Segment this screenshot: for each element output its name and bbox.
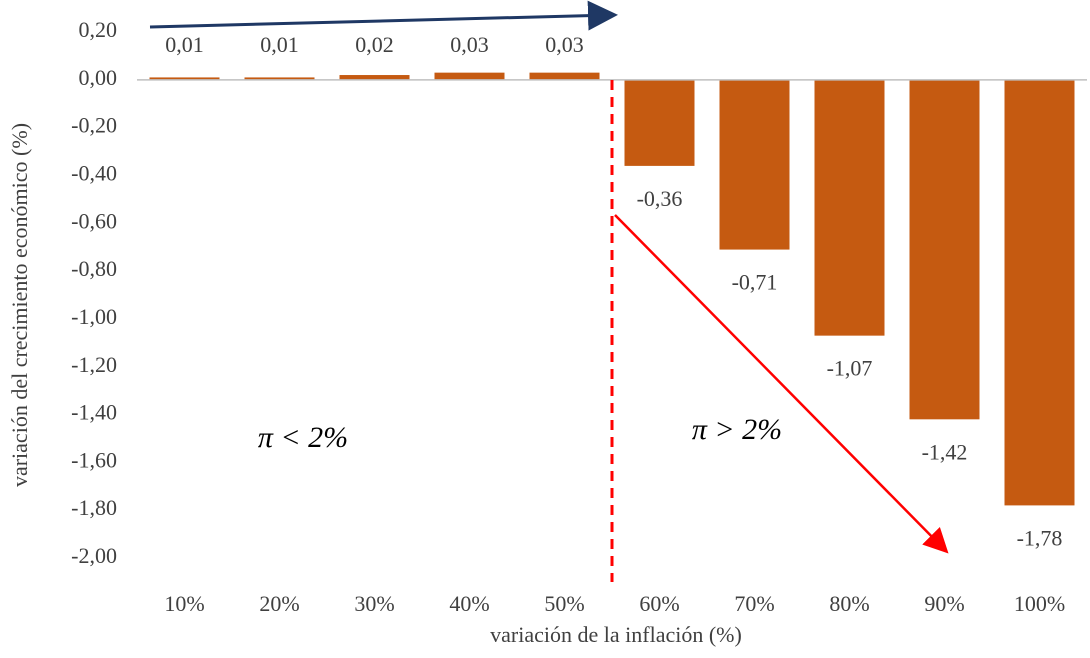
x-tick-label: 90%: [924, 591, 964, 616]
x-tick-label: 100%: [1014, 591, 1065, 616]
y-tick-label: 0,00: [79, 65, 118, 90]
data-label: 0,01: [260, 32, 299, 57]
annotation: π > 2%: [692, 413, 782, 446]
y-axis-label: variación del crecimiento económico (%): [7, 123, 32, 487]
y-tick-label: -1,20: [71, 352, 117, 377]
data-label: -1,07: [827, 356, 873, 381]
trend-arrow: [614, 214, 949, 554]
x-tick-label: 80%: [829, 591, 869, 616]
data-label: 0,03: [450, 32, 489, 57]
y-tick-label: -1,60: [71, 447, 117, 472]
bar: [434, 72, 505, 80]
bar: [1004, 79, 1075, 506]
x-tick-label: 60%: [639, 591, 679, 616]
y-tick-label: 0,20: [79, 17, 118, 42]
bar: [909, 79, 980, 420]
x-tick-label: 70%: [734, 591, 774, 616]
x-tick-label: 50%: [544, 591, 584, 616]
y-tick-label: -2,00: [71, 543, 117, 568]
y-tick-label: -0,40: [71, 161, 117, 186]
y-tick-label: -1,40: [71, 400, 117, 425]
annotation: π < 2%: [258, 421, 348, 454]
data-label: 0,01: [165, 32, 204, 57]
bar: [719, 79, 790, 250]
trend-arrow: [149, 0, 618, 31]
x-tick-label: 30%: [354, 591, 394, 616]
bar: [244, 77, 315, 80]
y-tick-label: -0,60: [71, 208, 117, 233]
data-label: -0,36: [637, 186, 683, 211]
y-tick-label: -0,80: [71, 256, 117, 281]
x-axis-label: variación de la inflación (%): [490, 622, 742, 647]
y-tick-label: -1,80: [71, 495, 117, 520]
y-tick-label: -0,20: [71, 113, 117, 138]
bar: [529, 72, 600, 80]
bar: [814, 79, 885, 336]
data-label: -1,42: [922, 439, 968, 464]
data-label: -0,71: [732, 270, 778, 295]
x-tick-label: 40%: [449, 591, 489, 616]
bar: [149, 77, 220, 80]
bar: [339, 75, 410, 80]
data-label: 0,03: [545, 32, 584, 57]
x-tick-label: 10%: [164, 591, 204, 616]
data-label: -1,78: [1017, 525, 1063, 550]
data-label: 0,02: [355, 32, 394, 57]
x-tick-label: 20%: [259, 591, 299, 616]
y-tick-label: -1,00: [71, 304, 117, 329]
bar: [624, 79, 695, 166]
